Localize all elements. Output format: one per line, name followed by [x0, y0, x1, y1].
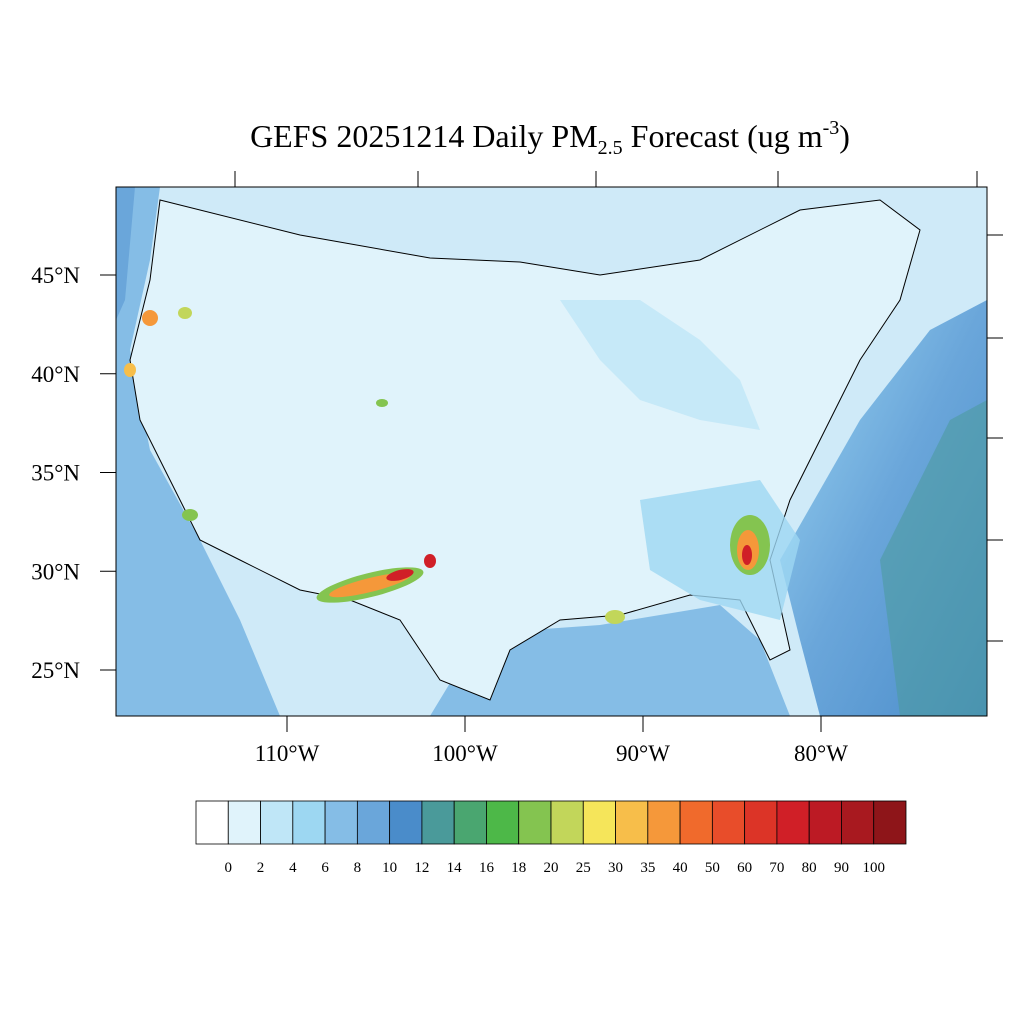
colorbar-box: [260, 800, 294, 845]
colorbar-label: 25: [576, 860, 591, 876]
colorbar-label: 35: [640, 860, 655, 876]
colorbar-label: 30: [608, 860, 623, 876]
colorbar-box: [647, 800, 681, 845]
colorbar-label: 16: [479, 860, 495, 876]
hotspot: [424, 554, 436, 568]
colorbar-label: 14: [447, 860, 463, 876]
top-ticks: [234, 171, 1003, 642]
lon-label: 90°W: [616, 741, 670, 766]
colorbar-label: 50: [705, 860, 720, 876]
title-subscript: 2.5: [598, 137, 623, 159]
lat-label: 35°N: [31, 461, 80, 486]
colorbar-label: 20: [544, 860, 559, 876]
colorbar-box: [292, 800, 326, 845]
lat-label: 45°N: [31, 263, 80, 288]
lat-label: 40°N: [31, 362, 80, 387]
colorbar-box: [389, 800, 423, 845]
colorbar-label: 2: [257, 860, 265, 876]
colorbar-label: 10: [382, 860, 397, 876]
colorbar-label: 80: [802, 860, 817, 876]
colorbar-box: [421, 800, 455, 845]
colorbar-label: 100: [862, 860, 885, 876]
hotspot: [376, 399, 388, 407]
title-text: ): [839, 118, 850, 154]
colorbar-box: [711, 800, 746, 845]
title: GEFS 20251214 Daily PM2.5 Forecast (ug m…: [250, 117, 850, 159]
colorbar-box: [744, 800, 778, 845]
lon-label: 100°W: [432, 741, 498, 766]
hotspot: [386, 569, 414, 581]
pacific: [116, 187, 135, 320]
colorbar-box: [679, 800, 713, 845]
lon-label: 80°W: [794, 741, 848, 766]
colorbar-box: [486, 800, 520, 845]
land-shade: [640, 480, 800, 620]
gulf: [430, 605, 790, 716]
colorbar-label: 60: [737, 860, 752, 876]
colorbar-box: [615, 800, 649, 845]
colorbar-box: [453, 800, 487, 845]
colorbar-label: 4: [289, 860, 297, 876]
title-text: Forecast (ug m: [623, 118, 823, 154]
hotspot: [142, 310, 158, 326]
hotspot: [742, 545, 752, 565]
lat-label: 30°N: [31, 559, 80, 584]
colorbar-box: [227, 800, 261, 845]
colorbar-label: 6: [321, 860, 329, 876]
colorbar-label: 8: [354, 860, 362, 876]
colorbar-box: [841, 800, 875, 845]
colorbar-box: [195, 800, 229, 845]
colorbar-box: [582, 800, 616, 845]
colorbar-box: [324, 800, 358, 845]
atlantic: [880, 400, 987, 716]
pacific: [116, 187, 280, 716]
title-superscript: -3: [823, 117, 840, 139]
colorbar-label: 70: [769, 860, 784, 876]
land-shade: [560, 300, 760, 430]
colorbar-box: [776, 800, 810, 845]
colorbar-box: [808, 800, 842, 845]
colorbar-label: 90: [834, 860, 849, 876]
map-field: [116, 187, 987, 716]
colorbar-label: 12: [414, 860, 429, 876]
colorbar-label: 40: [673, 860, 688, 876]
hotspot: [124, 363, 136, 377]
hotspot: [182, 509, 198, 521]
lon-label: 110°W: [255, 741, 320, 766]
map-frame: [115, 186, 988, 717]
colorbar-box: [873, 800, 907, 845]
lat-label: 25°N: [31, 658, 80, 683]
hotspot: [178, 307, 192, 319]
colorbar-label: 0: [225, 860, 233, 876]
colorbar-box: [550, 800, 584, 845]
hotspot: [605, 610, 625, 624]
colorbar-box: [518, 800, 552, 845]
colorbar-label: 18: [511, 860, 526, 876]
title-text: GEFS 20251214 Daily PM: [250, 118, 598, 154]
colorbar-box: [356, 800, 391, 845]
